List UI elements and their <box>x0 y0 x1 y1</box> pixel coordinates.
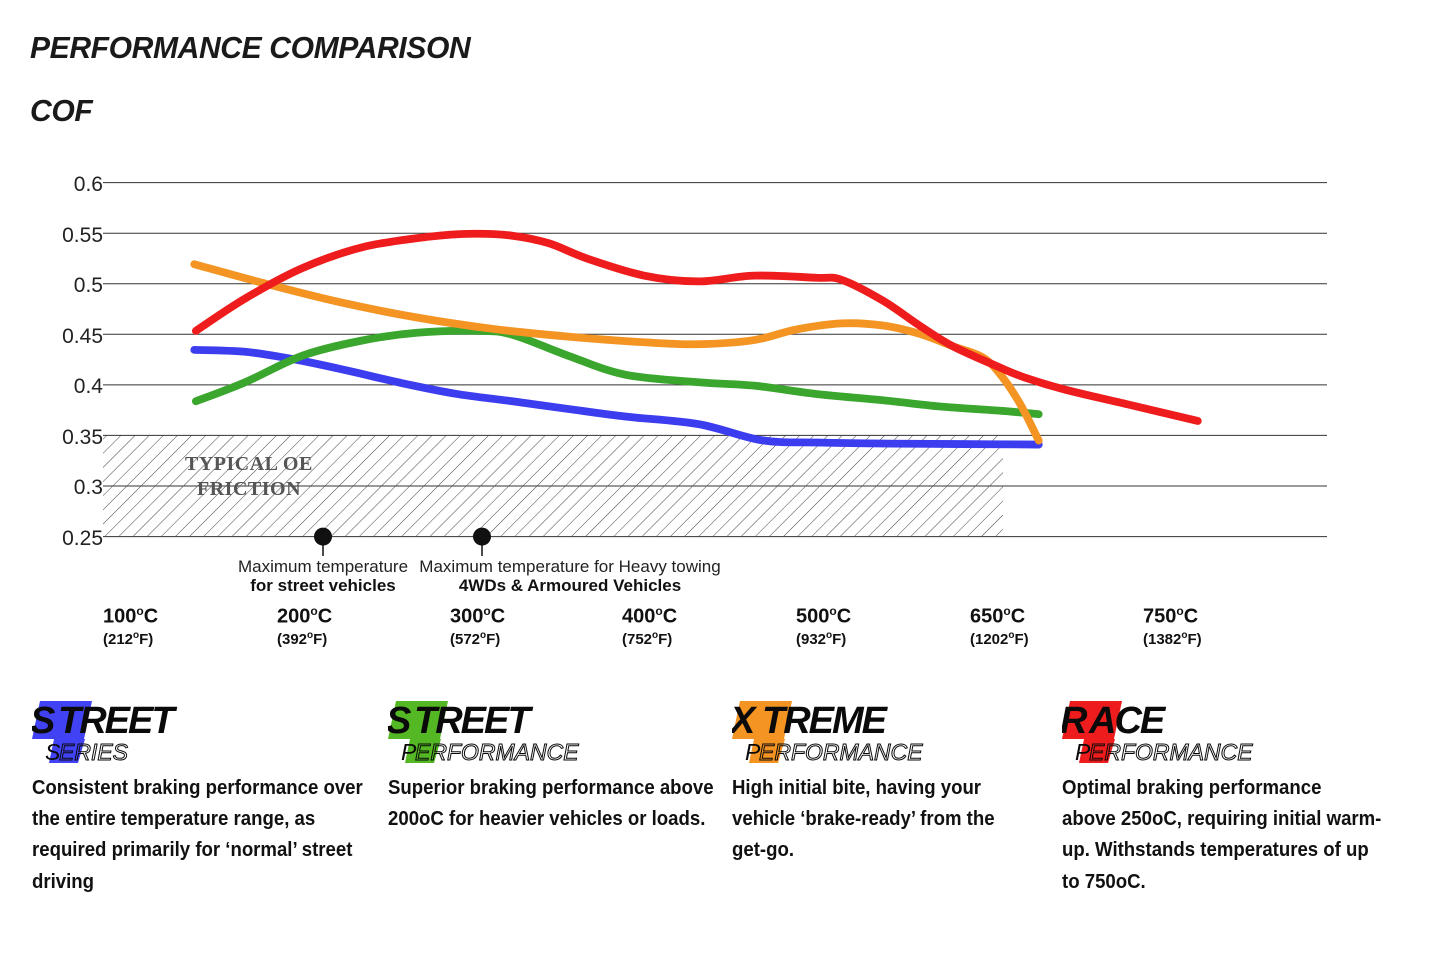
svg-text:FRICTION: FRICTION <box>197 478 301 500</box>
svg-text:4WDs & Armoured Vehicles: 4WDs & Armoured Vehicles <box>459 576 681 595</box>
svg-text:TYPICAL OE: TYPICAL OE <box>185 453 313 475</box>
svg-text:Maximum temperature: Maximum temperature <box>238 557 408 576</box>
svg-text:ERFORMANCE: ERFORMANCE <box>415 739 579 764</box>
svg-text:TREME: TREME <box>762 700 889 742</box>
svg-text:ACE: ACE <box>1088 700 1167 742</box>
svg-text:ERFORMANCE: ERFORMANCE <box>1089 739 1253 764</box>
svg-text:S: S <box>388 700 411 742</box>
svg-text:ERIES: ERIES <box>59 739 129 764</box>
svg-text:TREET: TREET <box>58 700 177 742</box>
svg-text:S: S <box>32 700 55 742</box>
svg-text:ERFORMANCE: ERFORMANCE <box>759 739 923 764</box>
svg-text:TREET: TREET <box>414 700 533 742</box>
svg-text:Maximum temperature for Heavy: Maximum temperature for Heavy towing <box>419 557 720 576</box>
svg-text:for street vehicles: for street vehicles <box>250 576 396 595</box>
svg-text:R: R <box>1062 700 1088 742</box>
